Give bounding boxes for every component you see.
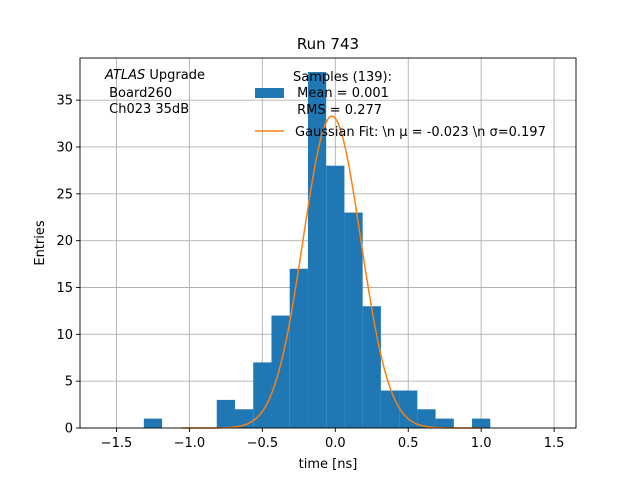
x-axis-label: time [ns] bbox=[299, 457, 358, 472]
hist-bar-12 bbox=[417, 409, 436, 428]
y-tick-label-4: 20 bbox=[56, 234, 73, 249]
x-tick-label-4: 0.5 bbox=[398, 436, 419, 451]
annotation-atlas: ATLAS bbox=[104, 68, 145, 83]
hist-bar-13 bbox=[435, 418, 454, 428]
y-tick-label-1: 5 bbox=[65, 375, 73, 390]
x-tick-label-6: 1.5 bbox=[544, 436, 565, 451]
annotation-channel: Ch023 35dB bbox=[105, 102, 189, 117]
hist-bar-11 bbox=[399, 390, 418, 428]
hist-bar-0 bbox=[143, 418, 163, 428]
annotation-board: Board260 bbox=[105, 86, 172, 101]
y-tick-label-5: 25 bbox=[56, 187, 73, 202]
hist-bar-5 bbox=[289, 268, 308, 428]
x-tick-label-1: −1.0 bbox=[174, 436, 206, 451]
y-tick-label-6: 30 bbox=[56, 140, 73, 155]
legend-samples-rms: RMS = 0.277 bbox=[293, 103, 382, 118]
legend-samples-patch bbox=[255, 88, 284, 98]
hist-bar-8 bbox=[344, 212, 363, 428]
gaussian-fit-line bbox=[182, 115, 482, 429]
y-axis-label: Entries bbox=[33, 220, 48, 266]
annotation-upgrade: Upgrade bbox=[145, 68, 205, 83]
x-axis-ticks: −1.5 −1.0 −0.5 0.0 0.5 1.0 1.5 bbox=[101, 428, 565, 451]
hist-bar-14 bbox=[472, 418, 491, 428]
hist-bar-10 bbox=[380, 390, 400, 428]
y-tick-label-0: 0 bbox=[65, 422, 73, 437]
chart-title: Run 743 bbox=[297, 35, 359, 53]
legend-fit-label: Gaussian Fit: \n μ = -0.023 \n σ=0.197 bbox=[295, 125, 546, 140]
atlas-annotation: ATLAS Upgrade Board260 Ch023 35dB bbox=[104, 68, 205, 117]
hist-bar-3 bbox=[253, 362, 272, 428]
hist-bar-6 bbox=[307, 72, 327, 429]
hist-bar-7 bbox=[326, 165, 345, 429]
x-tick-label-3: 0.0 bbox=[325, 436, 346, 451]
y-axis-ticks: 0 5 10 15 20 25 30 35 bbox=[56, 94, 80, 437]
x-tick-label-2: −0.5 bbox=[247, 436, 279, 451]
hist-bar-1 bbox=[216, 399, 235, 428]
legend: Samples (139): Mean = 0.001 RMS = 0.277 … bbox=[255, 70, 546, 140]
histogram-bars bbox=[143, 72, 491, 429]
y-tick-label-2: 10 bbox=[56, 328, 73, 343]
legend-samples-mean: Mean = 0.001 bbox=[293, 86, 389, 101]
plot-frame bbox=[79, 57, 577, 429]
hist-bar-9 bbox=[362, 306, 381, 428]
y-tick-label-3: 15 bbox=[56, 281, 73, 296]
annotation-line-1: ATLAS Upgrade bbox=[104, 68, 205, 83]
y-tick-label-7: 35 bbox=[56, 94, 73, 109]
legend-samples-title: Samples (139): bbox=[293, 70, 392, 85]
x-tick-label-0: −1.5 bbox=[101, 436, 133, 451]
x-tick-label-5: 1.0 bbox=[471, 436, 492, 451]
